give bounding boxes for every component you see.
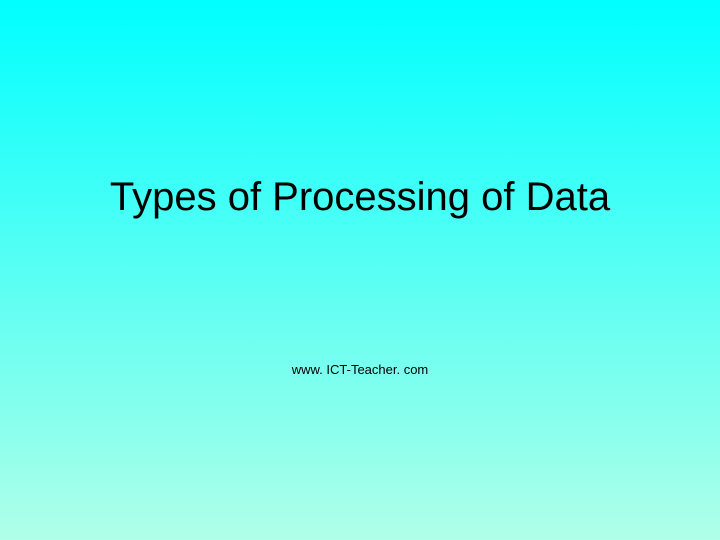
slide-title: Types of Processing of Data: [0, 175, 720, 220]
slide-footer: www. ICT-Teacher. com: [0, 362, 720, 377]
slide-container: Types of Processing of Data www. ICT-Tea…: [0, 0, 720, 540]
